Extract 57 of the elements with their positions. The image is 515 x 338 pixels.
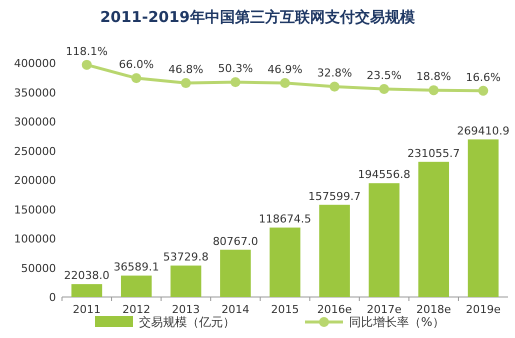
chart-title: 2011-2019年中国第三方互联网支付交易规模 — [100, 8, 416, 26]
x-tick-label: 2012 — [122, 303, 150, 316]
point — [478, 86, 488, 96]
point — [82, 60, 92, 70]
data-label: 46.8% — [168, 63, 204, 76]
y-tick-label: 300000 — [14, 116, 56, 128]
data-label: 32.8% — [317, 66, 352, 80]
data-label: 22038.0 — [64, 269, 110, 282]
y-tick-label: 350000 — [14, 86, 56, 100]
point — [280, 78, 290, 88]
data-label: 194556.8 — [358, 168, 410, 182]
data-label: 231055.7 — [407, 146, 460, 160]
bar — [368, 183, 400, 297]
bar — [71, 284, 102, 297]
data-label: 118.1% — [66, 44, 108, 58]
bar — [170, 266, 202, 297]
data-label: 118674.5 — [258, 212, 312, 226]
bar — [468, 139, 499, 297]
data-label: 23.5% — [366, 68, 402, 82]
bar — [120, 276, 152, 297]
y-tick-label: 50000 — [21, 262, 56, 275]
data-label: 80767.0 — [212, 234, 258, 248]
y-tick-label: 150000 — [14, 203, 56, 216]
point — [131, 73, 142, 84]
data-label: 157599.7 — [308, 190, 361, 203]
data-label: 46.9% — [268, 63, 302, 76]
legend-label: 同比增长率（%） — [349, 315, 444, 329]
data-label: 18.8% — [416, 70, 452, 84]
y-tick-label: 200000 — [14, 174, 56, 187]
point — [230, 77, 240, 88]
bar — [220, 250, 251, 297]
x-tick-label: 2017e — [366, 303, 402, 316]
y-tick-label: 250000 — [14, 144, 56, 158]
x-tick-label: 2015 — [271, 303, 299, 316]
data-label: 66.0% — [118, 58, 154, 72]
point — [379, 84, 390, 94]
bar — [319, 204, 350, 297]
data-label: 16.6% — [466, 70, 501, 84]
bar — [418, 162, 450, 297]
data-label: 269410.9 — [456, 124, 510, 138]
y-tick-label: 0 — [49, 291, 56, 304]
x-tick-label: 2019e — [466, 303, 501, 316]
x-tick-label: 2013 — [172, 303, 200, 316]
x-tick-label: 2014 — [221, 303, 250, 316]
point — [428, 85, 439, 96]
legend-label: 交易规模（亿元） — [139, 315, 235, 329]
x-tick-label: 2018e — [416, 303, 452, 316]
point — [180, 78, 191, 88]
data-label: 50.3% — [218, 62, 253, 76]
y-tick-label: 100000 — [14, 232, 56, 246]
data-label: 36589.1 — [114, 260, 160, 274]
data-label: 53729.8 — [163, 250, 209, 264]
point — [330, 82, 340, 92]
y-tick-label: 400000 — [14, 57, 56, 70]
bar — [270, 228, 300, 297]
x-tick-label: 2016e — [317, 303, 352, 316]
x-tick-label: 2011 — [72, 303, 101, 316]
